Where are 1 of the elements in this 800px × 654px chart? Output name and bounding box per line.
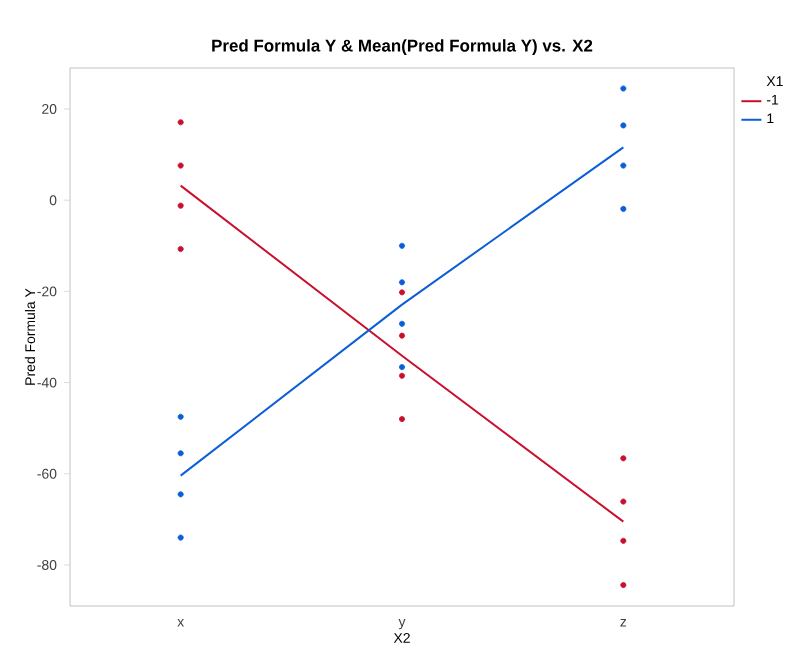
chart-title: Pred Formula Y & Mean(Pred Formula Y) vs. X2 [212,39,593,55]
